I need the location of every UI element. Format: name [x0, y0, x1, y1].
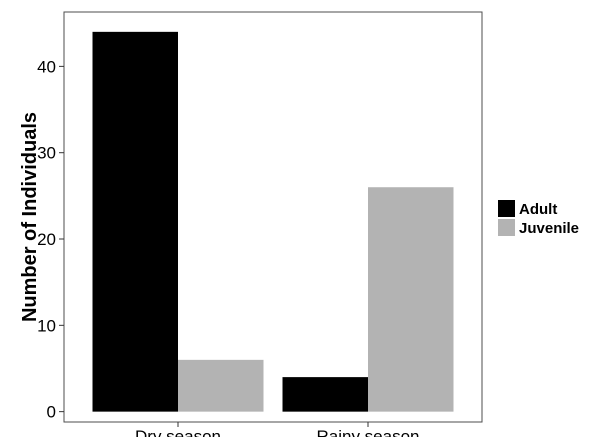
bar-juvenile-rainy-season: [368, 187, 454, 412]
legend-key-juvenile: [498, 219, 515, 236]
legend-label-adult: Adult: [519, 201, 557, 218]
legend-label-juvenile: Juvenile: [519, 220, 579, 237]
y-axis-title: Number of Individuals: [19, 112, 41, 322]
bar-adult-rainy-season: [282, 377, 368, 412]
y-tick-label: 30: [37, 144, 56, 163]
bars-group: [92, 31, 454, 412]
legend-key-adult: [498, 200, 515, 217]
x-tick-label: Rainy season: [316, 427, 419, 437]
y-tick-label: 20: [37, 230, 56, 249]
x-tick-label: Dry season: [135, 427, 221, 437]
legend: Adult Juvenile: [498, 200, 579, 237]
y-tick-label: 40: [37, 57, 56, 76]
y-tick-label: 10: [37, 316, 56, 335]
bar-adult-dry-season: [92, 31, 178, 412]
y-tick-label: 0: [47, 403, 56, 422]
bar-juvenile-dry-season: [178, 359, 264, 412]
y-axis: 0 10 20 30 40: [37, 57, 64, 422]
x-axis: Dry season Rainy season: [135, 422, 420, 437]
